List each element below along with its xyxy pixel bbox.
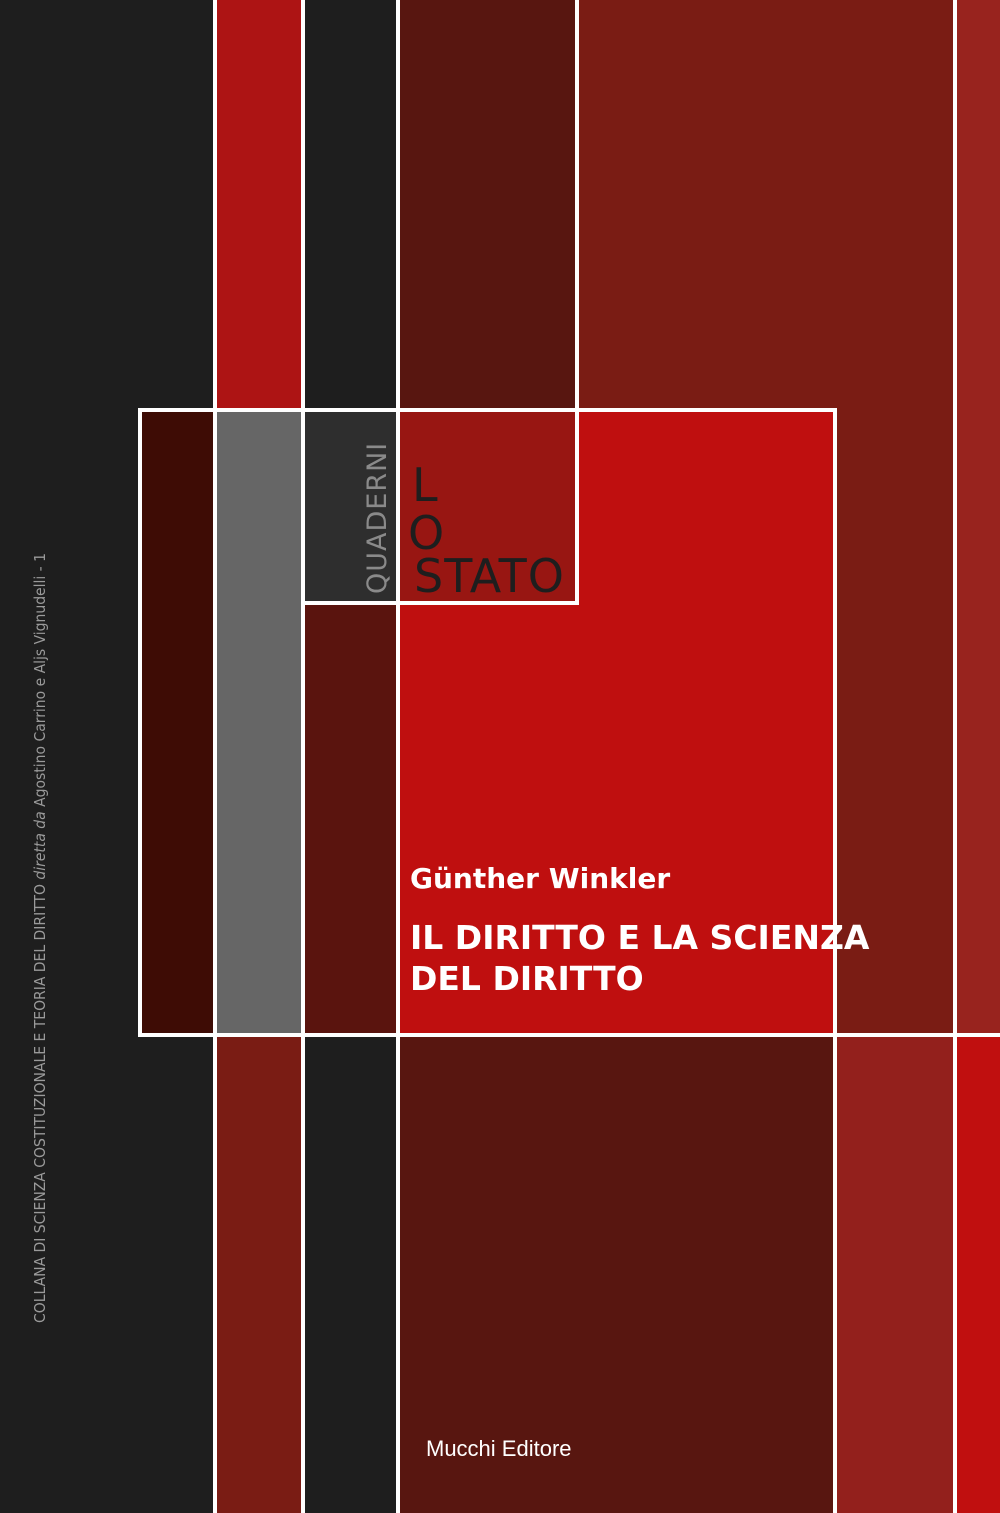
- block: [140, 410, 215, 1035]
- block: [955, 1035, 1000, 1513]
- block: [303, 410, 398, 603]
- series-text: Agostino Carrino e Aljs Vignudelli - 1: [31, 552, 49, 812]
- logo-o: O: [408, 506, 445, 560]
- series-label: COLLANA DI SCIENZA COSTITUZIONALE E TEOR…: [30, 553, 50, 1323]
- block: [215, 1035, 303, 1513]
- author: Günther Winkler: [410, 862, 671, 895]
- divider: [301, 0, 305, 1513]
- logo-quaderni: QUADERNI: [362, 441, 393, 594]
- divider: [953, 0, 957, 1513]
- logo-l: L: [412, 458, 438, 512]
- divider: [833, 408, 837, 1513]
- block: [835, 1035, 955, 1513]
- divider: [138, 408, 837, 412]
- book-title-line2: DEL DIRITTO: [410, 959, 644, 998]
- divider: [138, 408, 142, 1037]
- block: [303, 603, 398, 1035]
- block: [215, 410, 303, 1035]
- block: [398, 0, 577, 410]
- block: [215, 0, 303, 410]
- block: [955, 0, 1000, 1035]
- divider: [303, 601, 579, 605]
- divider: [396, 0, 400, 1513]
- series-text: COLLANA DI SCIENZA COSTITUZIONALE E TEOR…: [31, 879, 49, 1323]
- series-italic: diretta da: [31, 811, 49, 880]
- book-title-line1: IL DIRITTO E LA SCIENZA: [410, 918, 870, 957]
- block: [835, 410, 955, 1035]
- block: [577, 0, 955, 410]
- divider: [138, 1033, 1000, 1037]
- block: [398, 410, 577, 603]
- divider: [213, 0, 217, 1513]
- publisher: Mucchi Editore: [426, 1436, 572, 1461]
- divider: [575, 0, 579, 605]
- block: [398, 1035, 835, 1513]
- logo-stato: STATO: [414, 549, 565, 603]
